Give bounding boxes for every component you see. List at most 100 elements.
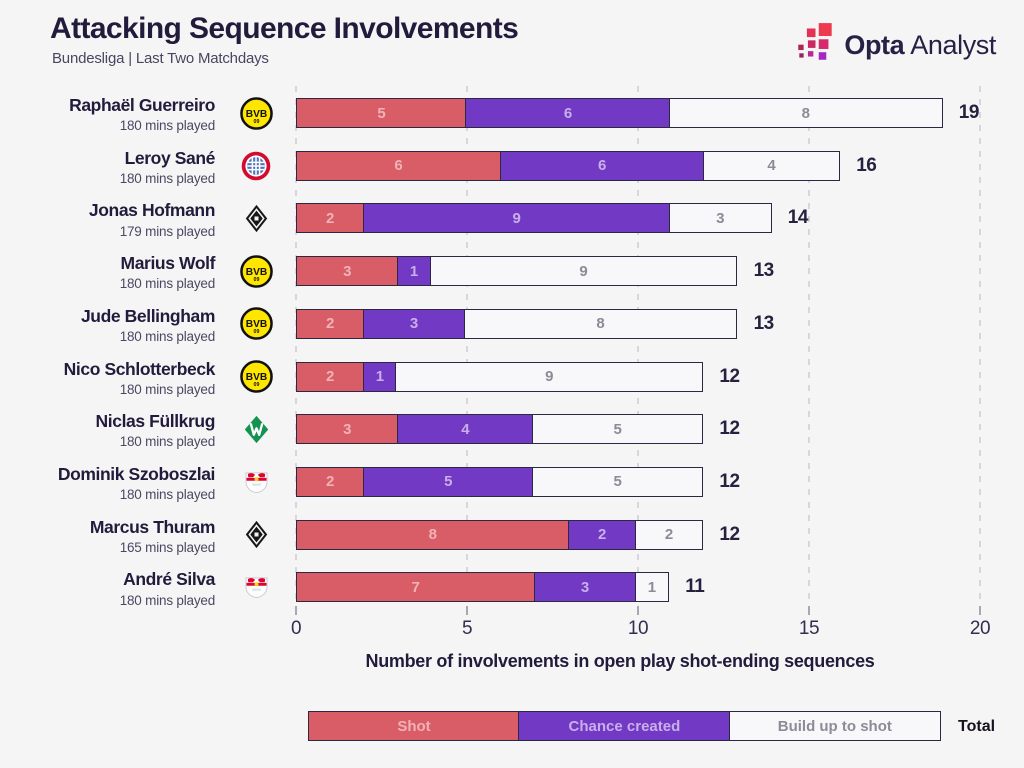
gridline: [466, 86, 468, 602]
bar-segment-shot: 3: [296, 256, 399, 287]
club-badge-dortmund-icon: BVB 09: [228, 254, 284, 288]
bar-segment-build-up-to-shot: 9: [429, 256, 738, 287]
brand-wordmark: Opta Analyst: [844, 30, 996, 61]
opta-analyst-logo: Opta Analyst: [797, 22, 996, 68]
total-value: 13: [753, 260, 775, 282]
x-tick-label: 15: [798, 618, 820, 639]
svg-text:09: 09: [253, 382, 259, 388]
club-badge-dortmund-icon: BVB 09: [228, 360, 284, 393]
total-value: 13: [753, 312, 775, 334]
player-name: Dominik Szoboszlai: [57, 463, 216, 484]
bar-segment-build-up-to-shot: 1: [634, 572, 669, 603]
bar-segment-chance-created: 2: [568, 519, 637, 550]
bar-segment-build-up-to-shot: 5: [532, 414, 704, 445]
bar-segment-build-up-to-shot: 8: [669, 98, 943, 128]
bar-segment-shot: 6: [296, 150, 502, 181]
bar-segment-build-up-to-shot: 2: [634, 519, 704, 550]
player-name: Jude Bellingham: [80, 305, 215, 326]
total-value: 19: [958, 102, 980, 123]
svg-text:09: 09: [253, 119, 259, 125]
bar-segment-chance-created: 1: [397, 256, 432, 287]
total-value: 12: [719, 470, 740, 492]
legend: Shot Chance created Build up to shot: [308, 711, 941, 741]
x-tick-mark: [979, 606, 981, 615]
x-tick-mark: [637, 606, 639, 615]
club-badge-dortmund-icon: BVB 09: [228, 307, 284, 341]
gridline: [295, 86, 297, 602]
player-minutes: 180 mins played: [119, 329, 216, 345]
player-minutes: 180 mins played: [119, 592, 216, 608]
player-minutes: 165 mins played: [119, 539, 216, 555]
svg-text:BVB: BVB: [245, 372, 267, 383]
player-minutes: 180 mins played: [119, 381, 216, 397]
club-badge-leipzig-icon: [228, 467, 284, 497]
x-tick-label: 20: [969, 618, 991, 639]
x-tick-mark: [466, 606, 468, 615]
player-minutes: 180 mins played: [119, 170, 216, 186]
total-value: 16: [856, 154, 877, 176]
x-tick-label: 10: [627, 618, 649, 639]
svg-text:09: 09: [253, 277, 259, 283]
bar-segment-chance-created: 6: [465, 98, 671, 128]
svg-text:09: 09: [253, 330, 259, 336]
player-minutes: 180 mins played: [119, 276, 216, 292]
page-title: Attacking Sequence Involvements: [50, 12, 519, 45]
bar-segment-chance-created: 3: [362, 308, 466, 339]
club-badge-gladbach-icon: [228, 203, 284, 233]
player-minutes: 180 mins played: [119, 434, 216, 450]
x-tick-mark: [295, 606, 297, 615]
svg-text:BVB: BVB: [245, 266, 267, 277]
total-value: 14: [787, 207, 809, 229]
legend-total-label: Total: [958, 717, 996, 735]
player-name: Marcus Thuram: [89, 516, 216, 537]
bar-segment-shot: 7: [296, 572, 536, 603]
legend-item-build-up-to-shot: Build up to shot: [728, 711, 941, 741]
page-subtitle: Bundesliga | Last Two Matchdays: [52, 50, 269, 67]
bar-segment-build-up-to-shot: 8: [463, 308, 738, 339]
bar-segment-shot: 2: [296, 361, 365, 392]
bar-segment-shot: 8: [296, 519, 570, 550]
club-badge-bremen-icon: [228, 414, 284, 444]
club-badge-gladbach-icon: [228, 520, 284, 550]
player-name: Niclas Füllkrug: [95, 411, 216, 432]
brand-opta: Opta: [844, 29, 905, 60]
player-name: Jonas Hofmann: [88, 200, 215, 221]
player-name: Leroy Sané: [124, 147, 216, 168]
player-name: Raphaël Guerreiro: [69, 95, 215, 115]
player-name: Nico Schlotterbeck: [63, 358, 216, 379]
x-axis-label: Number of involvements in open play shot…: [365, 651, 875, 671]
gridline: [637, 86, 639, 602]
total-value: 12: [719, 365, 740, 387]
total-value: 11: [685, 576, 705, 598]
player-minutes: 179 mins played: [119, 223, 216, 239]
opta-squares-icon: [797, 22, 834, 68]
total-value: 12: [719, 418, 740, 440]
player-name: André Silva: [123, 569, 215, 590]
bar-segment-chance-created: 9: [362, 203, 671, 234]
total-value: 12: [719, 523, 740, 545]
bar-segment-build-up-to-shot: 9: [395, 361, 704, 392]
player-name: Marius Wolf: [120, 253, 216, 274]
bar-segment-build-up-to-shot: 3: [669, 203, 772, 234]
bar-segment-chance-created: 5: [362, 466, 534, 497]
player-minutes: 180 mins played: [119, 118, 216, 134]
legend-item-chance-created: Chance created: [518, 711, 731, 741]
bar-segment-shot: 2: [296, 203, 365, 234]
gridline: [808, 86, 810, 602]
bar-segment-shot: 3: [296, 414, 399, 445]
bar-segment-chance-created: 4: [397, 414, 534, 445]
x-tick-mark: [808, 606, 810, 615]
bar-segment-chance-created: 6: [499, 150, 705, 181]
club-badge-dortmund-icon: BVB 09: [228, 96, 284, 130]
x-tick-label: 0: [290, 618, 302, 639]
